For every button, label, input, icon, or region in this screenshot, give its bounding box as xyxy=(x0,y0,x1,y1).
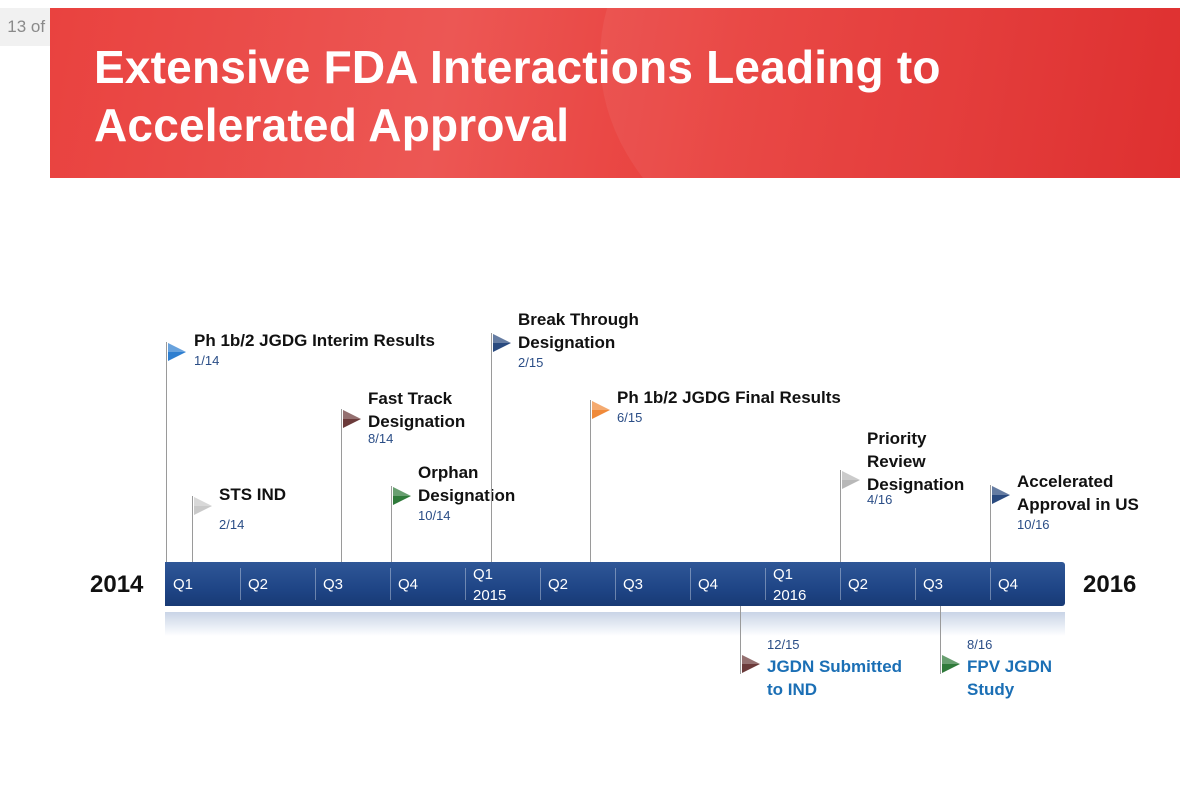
year-end-label: 2016 xyxy=(1083,571,1137,598)
quarter-divider xyxy=(915,568,916,600)
quarter-segment: Q1 xyxy=(165,562,240,606)
milestone-pole xyxy=(391,486,392,562)
milestone-pole xyxy=(491,333,492,562)
flag-icon xyxy=(941,654,961,674)
milestone-pole xyxy=(341,409,342,562)
milestone-date: 2/14 xyxy=(219,517,245,532)
quarter-label: Q1 xyxy=(773,566,794,583)
quarter-segment: Q3 xyxy=(615,562,690,606)
quarter-label: Q1 xyxy=(473,566,494,583)
milestone-pole xyxy=(840,470,841,562)
quarter-segment: Q4 xyxy=(390,562,465,606)
flag-icon xyxy=(167,342,187,362)
milestone-date: 10/14 xyxy=(418,508,451,523)
slide-title-line-1: Extensive FDA Interactions Leading to xyxy=(94,41,941,93)
quarter-divider xyxy=(840,568,841,600)
milestone-title: Accelerated Approval in US xyxy=(1017,472,1139,514)
milestone-pole xyxy=(590,400,591,562)
flag-icon xyxy=(342,409,362,429)
flag-icon xyxy=(193,496,213,516)
milestone-date: 8/14 xyxy=(368,431,394,446)
milestone-pole xyxy=(940,606,941,674)
quarter-year-label: 2015 xyxy=(473,587,507,604)
title-banner: Extensive FDA Interactions Leading to Ac… xyxy=(50,8,1180,178)
quarter-label: Q4 xyxy=(998,576,1019,593)
quarter-divider xyxy=(315,568,316,600)
milestone-pole xyxy=(192,496,193,562)
flag-icon xyxy=(841,470,861,490)
quarter-divider xyxy=(765,568,766,600)
quarter-label: Q4 xyxy=(398,576,419,593)
quarter-divider xyxy=(240,568,241,600)
milestone-title: Priority Review Designation xyxy=(867,429,965,494)
quarter-segment: Q2 xyxy=(540,562,615,606)
quarter-label: Q2 xyxy=(548,576,569,593)
quarter-label: Q1 xyxy=(173,576,194,593)
quarter-divider xyxy=(465,568,466,600)
milestone-date: 12/15 xyxy=(767,637,800,652)
quarter-segment: Q2 xyxy=(240,562,315,606)
quarter-segment: Q3 xyxy=(315,562,390,606)
milestone-date: 8/16 xyxy=(967,637,993,652)
quarter-label: Q3 xyxy=(323,576,344,593)
milestone-title: Fast Track Designation xyxy=(368,389,466,431)
quarter-segment: Q2 xyxy=(840,562,915,606)
slide-title-line-2: Accelerated Approval xyxy=(94,99,570,151)
milestone-pole xyxy=(740,606,741,674)
quarter-segment: Q4 xyxy=(990,562,1065,606)
quarter-label: Q3 xyxy=(623,576,644,593)
flag-icon xyxy=(991,485,1011,505)
milestone-date: 1/14 xyxy=(194,353,220,368)
quarter-segment: Q1 2016 xyxy=(765,562,840,606)
quarter-divider xyxy=(690,568,691,600)
milestone-pole xyxy=(990,485,991,562)
quarter-label: Q4 xyxy=(698,576,719,593)
quarter-label: Q2 xyxy=(248,576,269,593)
milestone-date: 10/16 xyxy=(1017,517,1050,532)
milestone-title: JGDN Submitted to IND xyxy=(767,657,903,699)
quarter-divider xyxy=(390,568,391,600)
timeline-reflection xyxy=(165,612,1065,636)
milestone-pole xyxy=(166,342,167,562)
flag-icon xyxy=(392,486,412,506)
milestone-title: Ph 1b/2 JGDG Final Results xyxy=(617,388,841,407)
milestone-date: 2/15 xyxy=(518,355,544,370)
flag-icon xyxy=(741,654,761,674)
quarter-label: Q3 xyxy=(923,576,944,593)
timeline-bar: Q1 Q2 Q3 Q4 Q1 2015 Q2 Q3 Q4 Q1 2016 Q2 Q3 Q4 xyxy=(165,562,1065,606)
quarter-segment: Q3 xyxy=(915,562,990,606)
milestone-title: FPV JGDN Study xyxy=(967,657,1053,699)
milestone-date: 4/16 xyxy=(867,492,893,507)
milestone-title: Orphan Designation xyxy=(418,463,516,505)
quarter-segment: Q1 2015 xyxy=(465,562,540,606)
quarter-segment: Q4 xyxy=(690,562,765,606)
year-start-label: 2014 xyxy=(90,571,144,598)
milestone-date: 6/15 xyxy=(617,410,643,425)
quarter-divider xyxy=(615,568,616,600)
milestone-title: STS IND xyxy=(219,485,287,504)
flag-icon xyxy=(591,400,611,420)
quarter-divider xyxy=(990,568,991,600)
slide-title: Extensive FDA Interactions Leading to Ac… xyxy=(94,38,941,154)
quarter-divider xyxy=(540,568,541,600)
milestone-title: Break Through Designation xyxy=(518,310,639,352)
flag-icon xyxy=(492,333,512,353)
quarter-year-label: 2016 xyxy=(773,587,807,604)
milestone-title: Ph 1b/2 JGDG Interim Results xyxy=(194,331,435,350)
quarter-label: Q2 xyxy=(848,576,869,593)
